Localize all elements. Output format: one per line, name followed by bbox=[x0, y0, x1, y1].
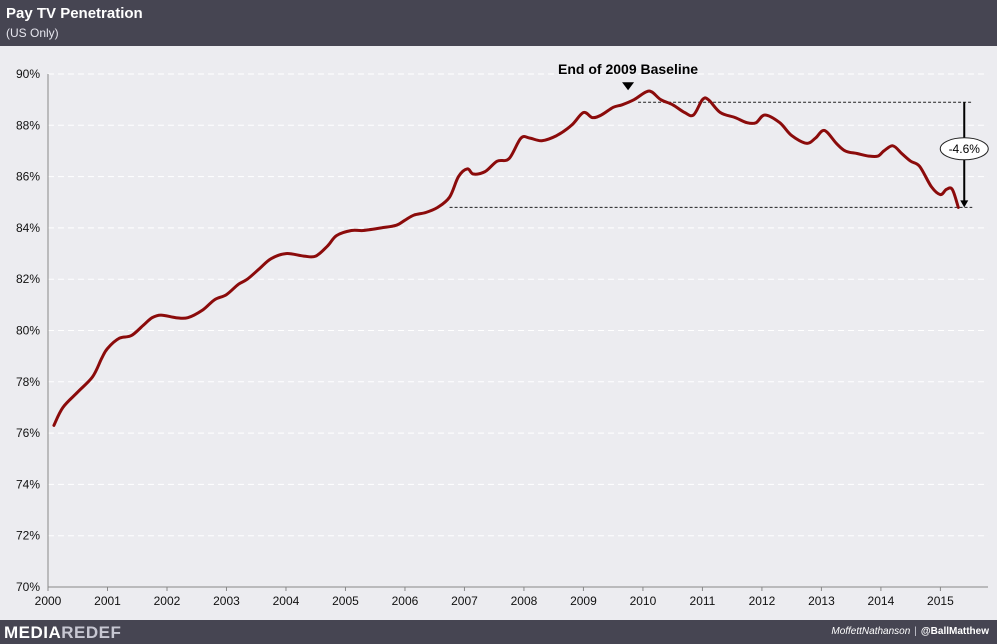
media-redef-logo: MEDIAREDEF bbox=[4, 623, 121, 643]
y-tick-label: 80% bbox=[16, 324, 40, 338]
credit-handle: @BallMatthew bbox=[920, 626, 989, 637]
source-credit: MoffettNathanson | @BallMatthew bbox=[831, 626, 989, 637]
y-tick-label: 78% bbox=[16, 375, 40, 389]
decline-arrow-head bbox=[960, 200, 969, 208]
logo-part-redef: REDEF bbox=[61, 623, 122, 642]
x-tick-label: 2001 bbox=[94, 594, 121, 608]
y-tick-label: 86% bbox=[16, 170, 40, 184]
baseline-marker-icon bbox=[622, 82, 635, 91]
x-tick-label: 2011 bbox=[690, 594, 716, 608]
chart-title: Pay TV Penetration bbox=[6, 5, 143, 22]
x-tick-label: 2004 bbox=[273, 594, 300, 608]
y-tick-label: 76% bbox=[16, 426, 40, 440]
x-tick-label: 2005 bbox=[332, 594, 359, 608]
x-tick-label: 2013 bbox=[808, 594, 835, 608]
change-label-bubble bbox=[939, 137, 989, 161]
chart-subtitle: (US Only) bbox=[6, 26, 59, 40]
y-tick-label: 84% bbox=[16, 221, 40, 235]
x-tick-label: 2014 bbox=[868, 594, 895, 608]
credit-separator: | bbox=[914, 626, 917, 637]
x-tick-label: 2006 bbox=[392, 594, 419, 608]
x-tick-label: 2008 bbox=[511, 594, 538, 608]
change-label: -4.6% bbox=[949, 142, 981, 156]
y-tick-label: 70% bbox=[16, 580, 40, 594]
y-tick-label: 82% bbox=[16, 272, 40, 286]
y-tick-label: 88% bbox=[16, 118, 40, 132]
chart-header: Pay TV Penetration (US Only) bbox=[0, 0, 997, 46]
baseline-label: End of 2009 Baseline bbox=[558, 61, 698, 77]
x-tick-label: 2003 bbox=[213, 594, 240, 608]
x-tick-label: 2010 bbox=[630, 594, 657, 608]
line-chart: 70% 72% 74% 76% 78% 80% 82% 84% 86% 88% 90% 2000 200… bbox=[16, 61, 989, 608]
x-tick-label: 2009 bbox=[570, 594, 597, 608]
x-tick-label: 2002 bbox=[154, 594, 181, 608]
series-line-pay-tv-penetration bbox=[52, 89, 960, 427]
logo-part-media: MEDIA bbox=[4, 623, 62, 642]
footer-bar: MEDIAREDEF MoffettNathanson | @BallMatthew bbox=[0, 620, 997, 644]
x-tick-label: 2007 bbox=[451, 594, 478, 608]
y-tick-label: 74% bbox=[16, 477, 40, 491]
y-tick-label: 72% bbox=[16, 529, 40, 543]
y-tick-label: 90% bbox=[16, 67, 40, 81]
credit-firm: MoffettNathanson bbox=[831, 626, 911, 637]
x-tick-label: 2000 bbox=[35, 594, 62, 608]
x-tick-label: 2012 bbox=[749, 594, 776, 608]
x-tick-label: 2015 bbox=[927, 594, 954, 608]
